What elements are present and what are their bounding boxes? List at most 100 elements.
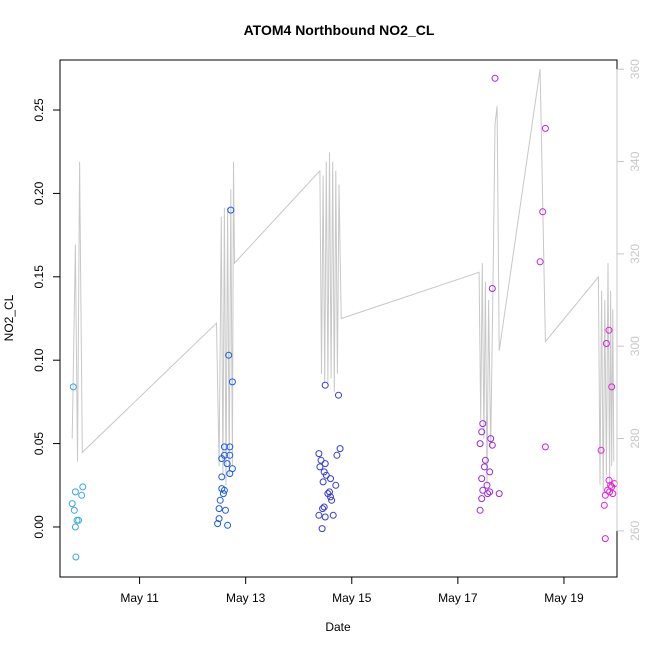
data-point (226, 443, 234, 451)
data-point (333, 451, 341, 459)
data-point (476, 506, 484, 514)
x-tick-label: May 11 (120, 591, 159, 605)
data-point (600, 501, 608, 509)
x-axis: May 11 May 13 May 15 May 17 May 19 (120, 576, 584, 605)
data-point (602, 340, 610, 347)
data-point (486, 488, 494, 496)
data-point (225, 351, 233, 359)
data-point (327, 475, 334, 483)
line-series (71, 69, 615, 494)
data-point (72, 553, 80, 561)
data-point (541, 124, 549, 132)
data-point (317, 456, 325, 464)
data-point (536, 258, 544, 266)
data-point (479, 486, 487, 494)
y-tick-label: 0.20 (32, 181, 46, 205)
data-point (539, 208, 547, 216)
data-point (226, 470, 234, 478)
y2-tick-label: 320 (628, 244, 642, 264)
data-point (483, 481, 491, 489)
data-point (487, 435, 495, 443)
data-point (478, 428, 486, 436)
y-tick-label: 0.15 (32, 265, 46, 289)
data-point (218, 455, 226, 463)
data-point (605, 326, 613, 334)
data-point (71, 488, 79, 496)
y2-tick-label: 340 (628, 151, 642, 171)
y-axis: 0.00 0.05 0.10 0.15 0.20 0.25 (32, 98, 61, 539)
data-point (219, 490, 227, 498)
data-point (78, 491, 86, 499)
y-tick-label: 0.05 (32, 432, 46, 456)
data-point (332, 481, 340, 489)
data-point (319, 478, 327, 486)
y2-tick-label: 300 (628, 336, 642, 356)
y-tick-label: 0.00 (32, 515, 46, 539)
y2-tick-label: 260 (628, 520, 642, 540)
data-point (608, 383, 616, 391)
data-point (69, 383, 77, 391)
series-line (71, 69, 615, 494)
data-point (216, 496, 224, 504)
data-point (320, 468, 328, 476)
data-point (316, 463, 324, 471)
x-tick-label: May 17 (438, 591, 478, 605)
data-point (488, 441, 496, 449)
data-point (227, 206, 235, 214)
data-point (597, 446, 605, 454)
data-point (541, 443, 549, 451)
data-point (223, 460, 231, 468)
data-point (481, 456, 489, 464)
data-point (478, 475, 486, 483)
data-point (480, 463, 488, 471)
data-point (321, 513, 329, 521)
data-point (322, 471, 330, 479)
data-point (218, 473, 226, 481)
data-point (329, 511, 337, 519)
data-point (319, 505, 327, 513)
data-point (315, 450, 323, 458)
data-point (318, 525, 326, 533)
data-point (601, 535, 609, 543)
data-point (215, 515, 223, 523)
data-point (495, 490, 503, 498)
data-point (70, 506, 78, 514)
data-point (224, 521, 232, 529)
data-point (328, 496, 336, 504)
chart-title: ATOM4 Northbound NO2_CL (244, 22, 435, 38)
data-point (491, 74, 499, 82)
data-point (68, 500, 76, 508)
x-tick-label: May 15 (332, 591, 372, 605)
data-point (320, 503, 328, 511)
data-point (75, 516, 83, 524)
data-point (488, 285, 496, 292)
y2-tick-label: 280 (628, 428, 642, 448)
data-point (478, 495, 486, 503)
x-axis-label: Date (325, 620, 351, 634)
data-point (326, 488, 333, 496)
data-point (335, 391, 342, 399)
data-point (218, 485, 226, 493)
data-point (321, 381, 329, 389)
data-point (324, 490, 332, 498)
data-point (476, 440, 484, 448)
data-point (315, 511, 323, 519)
x-tick-label: May 19 (544, 591, 584, 605)
data-point (71, 523, 79, 531)
data-point (321, 460, 329, 468)
plot-frame (59, 59, 618, 578)
y-tick-label: 0.10 (32, 348, 46, 372)
data-point (222, 506, 229, 514)
data-point (605, 476, 613, 484)
data-point (607, 481, 615, 489)
y-tick-label: 0.25 (32, 98, 46, 122)
x-tick-label: May 13 (226, 591, 266, 605)
y-axis-label: NO2_CL (2, 294, 16, 341)
data-point (228, 378, 236, 386)
data-point (601, 491, 609, 499)
y2-tick-label: 360 (628, 59, 642, 79)
data-point (79, 483, 87, 491)
data-point (226, 451, 234, 459)
y2-axis: 260 280 300 320 340 360 (616, 59, 642, 541)
